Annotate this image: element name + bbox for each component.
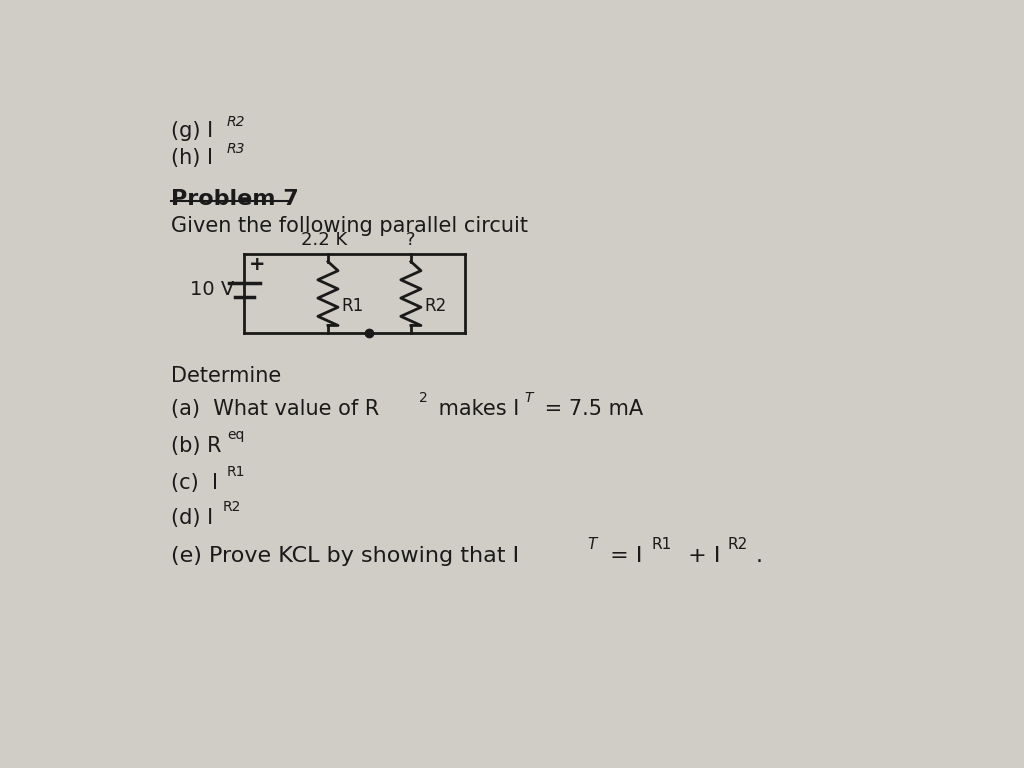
Text: (b) R: (b) R: [171, 435, 221, 455]
Text: R1: R1: [226, 465, 245, 478]
Text: Problem 7: Problem 7: [171, 189, 298, 209]
Text: 2.2 K: 2.2 K: [301, 231, 347, 250]
Text: Determine: Determine: [171, 366, 281, 386]
Text: eq: eq: [227, 428, 245, 442]
Text: (h) I: (h) I: [171, 148, 213, 168]
Text: R1: R1: [341, 297, 364, 316]
Text: 10 V: 10 V: [190, 280, 234, 300]
Text: T: T: [588, 538, 597, 552]
Text: + I: + I: [681, 547, 720, 567]
Text: = I: = I: [603, 547, 642, 567]
Text: (g) I: (g) I: [171, 121, 213, 141]
Text: makes I: makes I: [432, 399, 519, 419]
Text: R2: R2: [424, 297, 446, 316]
Text: 2: 2: [419, 391, 427, 405]
Text: R2: R2: [727, 538, 748, 552]
Text: (e) Prove KCL by showing that I: (e) Prove KCL by showing that I: [171, 547, 519, 567]
Text: = 7.5 mA: = 7.5 mA: [538, 399, 643, 419]
Text: (d) I: (d) I: [171, 508, 213, 528]
Text: (a)  What value of R: (a) What value of R: [171, 399, 379, 419]
Text: Given the following parallel circuit: Given the following parallel circuit: [171, 216, 527, 236]
Text: T: T: [524, 391, 534, 405]
Text: R2: R2: [226, 115, 245, 129]
Text: ?: ?: [406, 231, 415, 250]
Text: (c)  I: (c) I: [171, 472, 218, 492]
Text: R1: R1: [651, 538, 672, 552]
Text: .: .: [756, 547, 763, 567]
Text: +: +: [249, 255, 265, 273]
Text: R2: R2: [222, 500, 241, 515]
Text: R3: R3: [226, 142, 245, 156]
